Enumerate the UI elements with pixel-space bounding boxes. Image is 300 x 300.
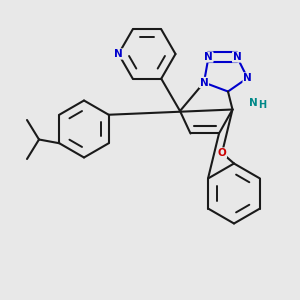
Text: H: H xyxy=(258,100,266,110)
Text: N: N xyxy=(200,77,208,88)
Text: N: N xyxy=(232,52,242,62)
Text: N: N xyxy=(249,98,258,109)
Text: O: O xyxy=(218,148,226,158)
Text: N: N xyxy=(243,73,252,83)
Text: N: N xyxy=(204,52,213,62)
Text: N: N xyxy=(114,49,123,59)
